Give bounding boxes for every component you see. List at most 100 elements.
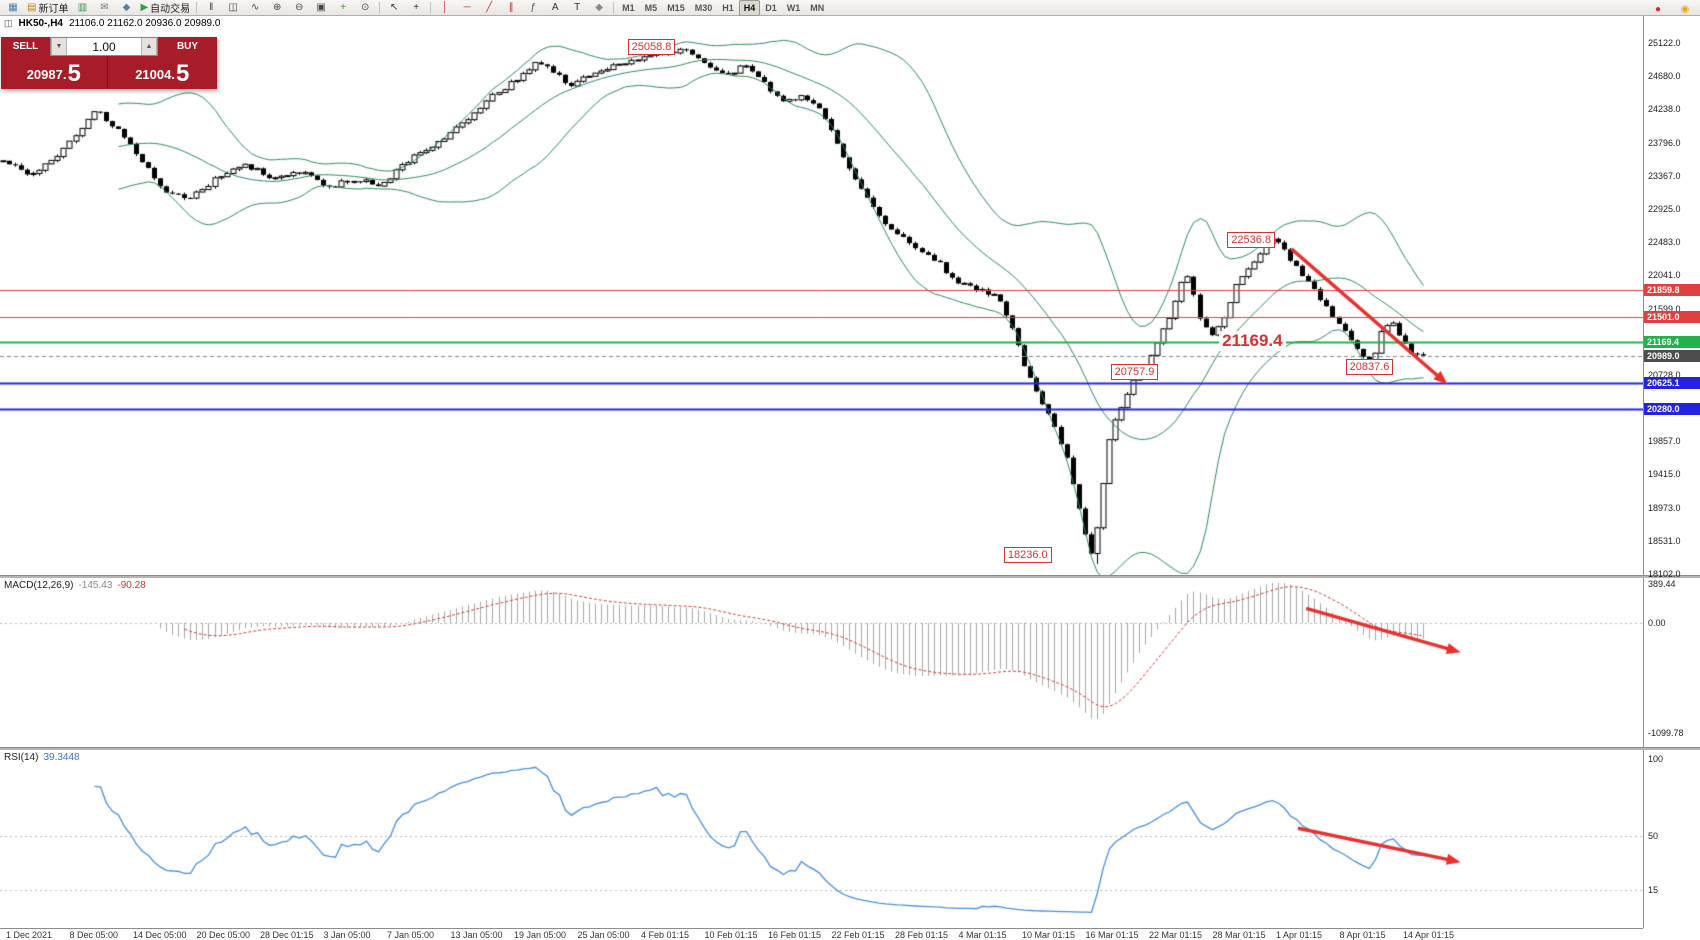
rsi-canvas[interactable] <box>0 750 1643 928</box>
volume-increase-button[interactable]: ▲ <box>141 38 157 55</box>
price-axis-label: 21599.0 <box>1648 303 1681 314</box>
price-annotation[interactable]: 20837.6 <box>1345 358 1394 375</box>
sell-button[interactable]: SELL <box>1 37 50 56</box>
mail-button-icon: ✉ <box>100 1 109 13</box>
rsi-value: 39.3448 <box>43 752 80 763</box>
time-axis-label: 10 Feb 01:15 <box>704 930 758 940</box>
indicators-button[interactable]: + <box>332 0 354 16</box>
candlestick-chart-button[interactable]: ◫ <box>222 0 244 16</box>
account-icon[interactable]: ◉ <box>1680 3 1690 15</box>
buy-price-button[interactable]: 21004. 5 <box>107 56 217 89</box>
rsi-name: RSI(14) <box>4 752 39 763</box>
rsi-panel: RSI(14) 39.3448 100 50 15 <box>0 750 1700 928</box>
macd-label: MACD(12,26,9) -145.43 -90.28 <box>4 580 146 591</box>
timeframe-m5-button[interactable]: M5 <box>644 2 658 13</box>
time-axis-label: 22 Feb 01:15 <box>831 930 885 940</box>
timeframe-h1-button[interactable]: H1 <box>722 2 734 13</box>
shapes-button-icon: ◆ <box>595 1 603 13</box>
mail-button[interactable]: ✉ <box>93 0 115 16</box>
timeframe-h4-button[interactable]: H4 <box>738 0 761 16</box>
sell-price-button[interactable]: 20987. 5 <box>1 56 108 89</box>
price-annotation[interactable]: 25058.8 <box>627 38 676 55</box>
chart-type-icon: ◫ <box>4 18 13 28</box>
price-annotation[interactable]: 22536.8 <box>1227 231 1276 248</box>
tile-windows-button-icon: ▣ <box>316 1 326 13</box>
time-axis-label: 7 Jan 05:00 <box>387 930 435 940</box>
crosshair-button[interactable]: + <box>405 0 427 16</box>
price-annotation[interactable]: 21169.4 <box>1219 330 1286 351</box>
new-chart-button-icon: ▦ <box>8 1 18 13</box>
charts-grid-button[interactable]: ▥ <box>71 0 93 16</box>
timeframe-m1-button[interactable]: M1 <box>622 2 635 13</box>
strategy-tester-button[interactable]: ◆ <box>115 0 137 16</box>
macd-axis[interactable]: 389.44 0.00 -1099.78 <box>1643 578 1700 747</box>
autotrading-button[interactable]: ▶ 自动交易 <box>137 0 193 16</box>
price-axis-label: 23367.0 <box>1648 170 1681 181</box>
price-axis-label: 20728.0 <box>1648 369 1681 380</box>
fibonacci-button-icon: ƒ <box>530 1 536 13</box>
time-axis-label: 14 Apr 01:15 <box>1403 930 1455 940</box>
volume-decrease-button[interactable]: ▼ <box>51 38 67 55</box>
label-button[interactable]: T <box>566 0 588 16</box>
price-line-badge: 21859.8 <box>1644 283 1700 296</box>
indicators-button-icon: + <box>340 1 347 13</box>
main-toolbar: ▦ ▤ 新订单 ▥ ✉ ◆ ▶ 自动交易 ‖ ◫ ∿ ⊕ ⊖ ▣ + ⊙ ↖ + │ ─ ╱ ∥ ƒ A T ◆ M1 M5 M15 M3… <box>0 0 1700 16</box>
toolbar-separator <box>430 1 432 14</box>
price-axis[interactable]: 25122.0 24680.0 24238.0 23796.0 23367.0 22925… <box>1643 16 1700 579</box>
trendline-button[interactable]: ╱ <box>478 0 500 16</box>
text-button[interactable]: A <box>544 0 566 16</box>
price-chart-canvas[interactable] <box>0 16 1643 575</box>
rsi-label: RSI(14) 39.3448 <box>4 752 80 763</box>
price-annotation[interactable]: 20757.9 <box>1110 364 1159 381</box>
tile-windows-button[interactable]: ▣ <box>310 0 332 16</box>
horizontal-line-button[interactable]: ─ <box>456 0 478 16</box>
time-axis-label: 25 Jan 05:00 <box>577 930 630 940</box>
crosshair-button-icon: + <box>413 1 420 13</box>
time-axis-label: 28 Mar 01:15 <box>1212 930 1266 940</box>
timeframe-m15-button[interactable]: M15 <box>667 2 685 13</box>
fibonacci-button[interactable]: ƒ <box>522 0 544 16</box>
price-axis-label: 19857.0 <box>1648 436 1681 447</box>
time-axis-label: 16 Feb 01:15 <box>768 930 822 940</box>
new-chart-button[interactable]: ▦ <box>2 0 24 16</box>
chart-symbol-period: HK50-,H4 <box>18 18 63 29</box>
macd-canvas[interactable] <box>0 578 1643 747</box>
channel-button[interactable]: ∥ <box>500 0 522 16</box>
shapes-button[interactable]: ◆ <box>588 0 610 16</box>
price-annotation[interactable]: 18236.0 <box>1003 547 1052 564</box>
chart-window: 25058.8 22536.8 21169.4 20757.9 20837.6 18236… <box>0 16 1700 940</box>
time-axis-label: 1 Dec 2021 <box>6 930 53 940</box>
periods-button[interactable]: ⊙ <box>354 0 376 16</box>
buy-button[interactable]: BUY <box>158 37 217 56</box>
cursor-button[interactable]: ↖ <box>383 0 405 16</box>
rsi-axis-label: 100 <box>1648 754 1664 764</box>
line-chart-button[interactable]: ∿ <box>244 0 266 16</box>
timeframe-w1-button[interactable]: W1 <box>786 2 801 13</box>
cursor-button-icon: ↖ <box>389 1 399 13</box>
volume-input[interactable]: 1.00 <box>92 39 116 54</box>
timeframe-m30-button[interactable]: M30 <box>694 2 713 13</box>
timeframe-mn-button[interactable]: MN <box>810 2 825 13</box>
bar-chart-button[interactable]: ‖ <box>200 0 222 16</box>
time-axis-label: 28 Dec 01:15 <box>260 930 314 940</box>
price-line-badge: 21169.4 <box>1644 335 1700 348</box>
volume-stepper: ▼ 1.00 ▲ <box>50 37 158 56</box>
time-axis-label: 19 Jan 05:00 <box>514 930 567 940</box>
zoom-out-button[interactable]: ⊖ <box>288 0 310 16</box>
record-icon[interactable]: ● <box>1654 3 1662 15</box>
time-axis[interactable]: 1 Dec 2021 8 Dec 05:00 14 Dec 05:00 20 Dec … <box>0 928 1643 940</box>
vertical-line-button[interactable]: │ <box>434 0 456 16</box>
horizontal-line-button-icon: ─ <box>463 1 471 13</box>
zoom-out-button-icon: ⊖ <box>294 1 304 13</box>
zoom-in-button[interactable]: ⊕ <box>266 0 288 16</box>
panel-separator[interactable] <box>0 575 1700 578</box>
toolbar-separator <box>379 1 381 14</box>
price-axis-label: 22483.0 <box>1648 237 1681 248</box>
toolbar-separator <box>613 1 615 14</box>
timeframe-d1-button[interactable]: D1 <box>765 2 777 13</box>
chart-title: ◫ HK50-,H4 21106.0 21162.0 20936.0 20989… <box>4 18 220 29</box>
new-order-button[interactable]: ▤ 新订单 <box>24 0 71 16</box>
panel-separator[interactable] <box>0 747 1700 750</box>
rsi-axis[interactable]: 100 50 15 <box>1643 750 1700 928</box>
